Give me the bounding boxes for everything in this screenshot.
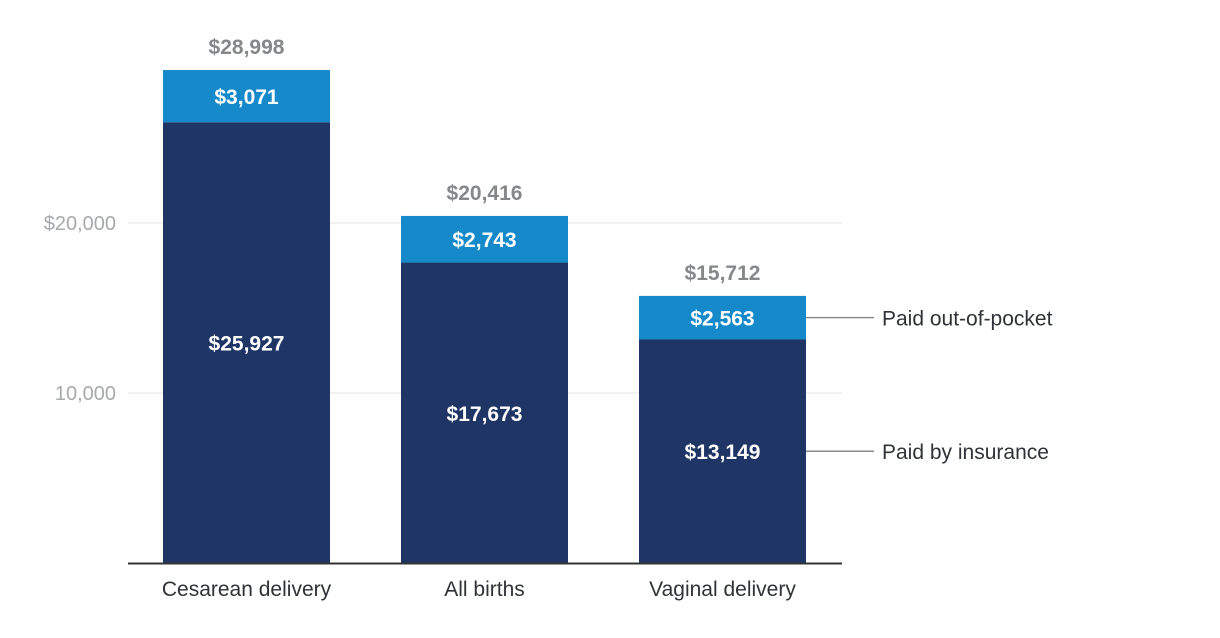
bars [163, 70, 806, 563]
total-value-label: $20,416 [447, 182, 523, 205]
insurance-value-label: $17,673 [447, 403, 523, 426]
out-of-pocket-value-label: $2,743 [452, 229, 516, 252]
bar-out-of-pocket [639, 295, 806, 340]
legend: Paid out-of-pocket Paid by insurance [806, 308, 1053, 464]
bar-out-of-pocket [401, 215, 568, 263]
total-value-label: $28,998 [209, 36, 285, 59]
total-value-label: $15,712 [685, 262, 761, 285]
category-label: Cesarean delivery [162, 578, 332, 601]
bar-out-of-pocket [163, 70, 330, 123]
category-label: Vaginal delivery [649, 578, 796, 601]
bar-insurance [639, 339, 806, 563]
out-of-pocket-value-label: $2,563 [690, 308, 754, 331]
category-label: All births [444, 578, 525, 601]
bar-insurance [401, 262, 568, 563]
y-tick-label: $20,000 [44, 213, 116, 235]
out-of-pocket-value-label: $3,071 [214, 86, 279, 109]
bar-labels: $25,927 $3,071 $28,998 $17,673 $2,743 $20,416… [209, 36, 761, 464]
legend-label-out-of-pocket: Paid out-of-pocket [882, 308, 1053, 331]
axes: $20,000 10,000 Cesarean delivery All births… [44, 213, 842, 601]
bar-insurance [163, 122, 330, 563]
insurance-value-label: $13,149 [685, 441, 761, 464]
y-tick-label: 10,000 [55, 383, 116, 405]
insurance-value-label: $25,927 [209, 333, 285, 356]
legend-label-insurance: Paid by insurance [882, 441, 1049, 464]
